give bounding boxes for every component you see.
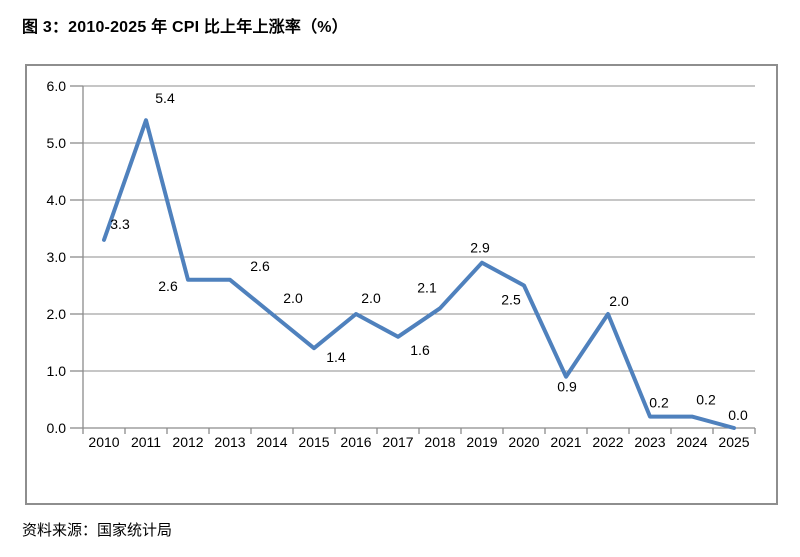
data-label: 0.0 [728,407,748,423]
data-label: 3.3 [110,216,130,232]
x-axis-tick-label: 2010 [88,434,119,450]
x-axis-tick-label: 2024 [676,434,707,450]
y-axis-tick-label: 2.0 [47,306,67,322]
x-axis-tick-label: 2015 [298,434,329,450]
data-label: 2.5 [501,292,521,308]
x-axis-tick-label: 2020 [508,434,539,450]
x-axis-tick-label: 2011 [131,434,161,450]
figure-title: 图 3：2010-2025 年 CPI 比上年上涨率（%） [22,19,348,36]
data-label: 2.9 [470,240,490,256]
chart-container: 0.0 1.0 2.0 3.0 4.0 5.0 6.0 2010 2011 2012 2013 201… [25,64,778,505]
figure-source: 资料来源：国家统计局 [22,522,173,539]
x-axis-tick-label: 2023 [634,434,665,450]
data-label: 0.2 [649,395,669,411]
x-axis-tick-label: 2017 [382,434,413,450]
y-axis-tick-label: 4.0 [47,192,67,208]
data-label: 2.0 [609,293,629,309]
data-label: 0.9 [557,379,577,395]
x-axis-tick-label: 2025 [718,434,749,450]
x-axis-tick-label: 2018 [424,434,455,450]
data-label: 2.1 [417,279,437,295]
data-label: 0.2 [696,392,716,408]
y-axis-tick-label: 1.0 [47,363,67,379]
x-axis-tick-label: 2014 [256,434,287,450]
y-axis-tick-label: 6.0 [47,78,67,94]
data-label: 5.4 [155,90,175,106]
y-axis-tick-label: 0.0 [47,420,67,436]
data-label: 2.0 [283,290,303,306]
x-axis-tick-label: 2021 [550,434,581,450]
data-label: 1.4 [326,349,346,365]
y-axis-tick-label: 5.0 [47,135,67,151]
data-label: 2.0 [361,290,381,306]
y-axis-tick-label: 3.0 [47,249,67,265]
x-axis-tick-label: 2012 [172,434,203,450]
cpi-series-line [102,118,736,430]
x-axis-tick-label: 2016 [340,434,371,450]
x-axis-tick-label: 2022 [592,434,623,450]
x-axis-tick-label: 2019 [466,434,497,450]
data-label: 2.6 [250,258,270,274]
x-axis-tick-label: 2013 [214,434,245,450]
cpi-line-chart: 0.0 1.0 2.0 3.0 4.0 5.0 6.0 2010 2011 2012 2013 201… [25,64,778,505]
data-label: 1.6 [410,342,430,358]
data-label: 2.6 [158,278,178,294]
